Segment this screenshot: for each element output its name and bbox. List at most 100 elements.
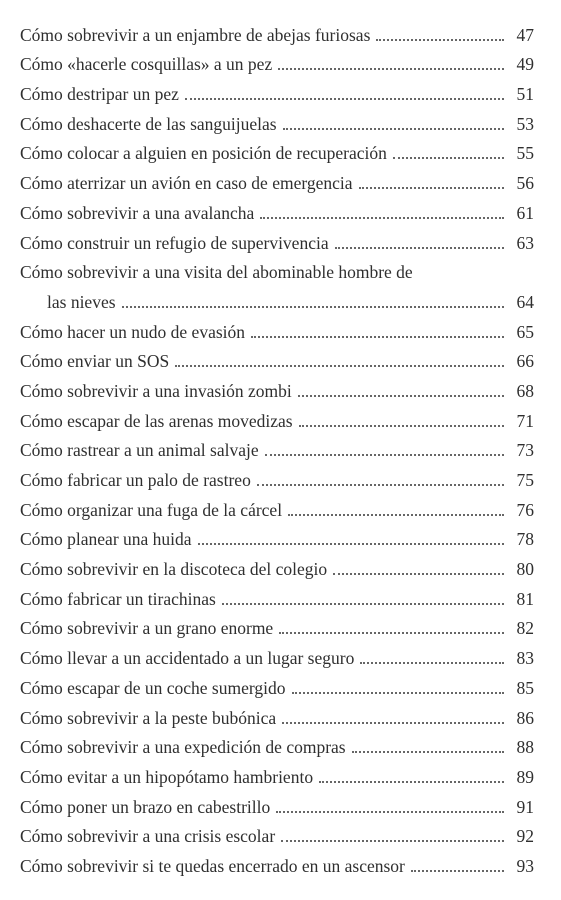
entry-title: Cómo destripar un pez: [20, 84, 179, 105]
page-number: 47: [516, 24, 535, 45]
entry-title: Cómo sobrevivir a una invasión zombi: [20, 380, 292, 401]
toc-line: Cómo fabricar un tirachinas 81: [20, 580, 534, 610]
page-number: 83: [516, 648, 535, 669]
dot-leader: [276, 810, 504, 813]
toc-line: Cómo fabricar un palo de rastreo 75: [20, 461, 534, 491]
dot-leader: [288, 513, 504, 516]
dot-leader: [282, 127, 504, 130]
entry-title: Cómo «hacerle cosquillas» a un pez: [20, 54, 273, 75]
page-number: 61: [516, 202, 535, 223]
dot-leader: [278, 68, 504, 71]
toc-line: Cómo sobrevivir si te quedas encerrado e…: [20, 847, 534, 877]
entry-title: Cómo sobrevivir a un enjambre de abejas …: [20, 24, 371, 45]
page-number: 86: [516, 707, 535, 728]
entry-title: Cómo sobrevivir a un grano enorme: [20, 618, 274, 639]
toc-line: Cómo enviar un SOS 66: [20, 343, 534, 373]
entry-title: Cómo escapar de las arenas movedizas: [20, 410, 293, 431]
page-number: 71: [516, 410, 535, 431]
dot-leader: [221, 602, 504, 605]
toc-line: Cómo organizar una fuga de la cárcel 76: [20, 491, 534, 521]
dot-leader: [291, 691, 504, 694]
entry-title: Cómo rastrear a un animal salvaje: [20, 440, 259, 461]
dot-leader: [282, 721, 504, 724]
page-number: 80: [516, 559, 535, 580]
page-number: 91: [516, 796, 535, 817]
page-number: 65: [516, 321, 535, 342]
toc-line: Cómo poner un brazo en cabestrillo 91: [20, 788, 534, 818]
page-number: 76: [516, 499, 535, 520]
entry-title: Cómo construir un refugio de supervivenc…: [20, 232, 329, 253]
dot-leader: [410, 869, 504, 872]
page-number: 63: [516, 232, 535, 253]
entry-title: Cómo llevar a un accidentado a un lugar …: [20, 648, 355, 669]
entry-title: Cómo sobrevivir a una avalancha: [20, 202, 255, 223]
dot-leader: [297, 394, 504, 397]
dot-leader: [256, 484, 504, 486]
toc-line: Cómo sobrevivir en la discoteca del cole…: [20, 550, 534, 580]
page-number: 78: [516, 529, 535, 550]
dot-leader: [279, 632, 504, 635]
entry-title: Cómo planear una huida: [20, 529, 192, 550]
toc-line: Cómo escapar de un coche sumergido 85: [20, 669, 534, 699]
toc-line: Cómo construir un refugio de supervivenc…: [20, 224, 534, 254]
toc-line: Cómo sobrevivir a una visita del abomina…: [20, 254, 534, 284]
page-number: 88: [516, 737, 535, 758]
toc-line: Cómo deshacerte de las sanguijuelas 53: [20, 105, 534, 135]
entry-title: las nieves: [47, 291, 116, 312]
dot-leader: [360, 662, 504, 665]
toc-line: Cómo colocar a alguien en posición de re…: [20, 135, 534, 165]
toc-line: Cómo hacer un nudo de evasión 65: [20, 313, 534, 343]
toc-line: Cómo sobrevivir a una avalancha 61: [20, 194, 534, 224]
toc-line: Cómo sobrevivir a la peste bubónica 86: [20, 699, 534, 729]
dot-leader: [184, 98, 504, 101]
page-number: 73: [516, 440, 535, 461]
page-number: 66: [516, 351, 535, 372]
dot-leader: [121, 305, 504, 308]
dot-leader: [264, 454, 504, 457]
dot-leader: [392, 157, 504, 160]
page-number: 68: [516, 380, 535, 401]
entry-title: Cómo sobrevivir a una expedición de comp…: [20, 737, 346, 758]
toc-line: Cómo sobrevivir a una crisis escolar 92: [20, 818, 534, 848]
entry-title: Cómo hacer un nudo de evasión: [20, 321, 246, 342]
page-number: 93: [516, 855, 535, 876]
toc-line: Cómo planear una huida 78: [20, 521, 534, 551]
page-number: 55: [516, 143, 535, 164]
entry-title: Cómo sobrevivir en la discoteca del cole…: [20, 559, 328, 580]
dot-leader: [333, 573, 504, 576]
entry-title: Cómo colocar a alguien en posición de re…: [20, 143, 387, 164]
page-number: 64: [516, 291, 535, 312]
page-number: 56: [516, 173, 535, 194]
toc-line: Cómo evitar a un hipopótamo hambriento 89: [20, 758, 534, 788]
toc-line: Cómo rastrear a un animal salvaje 73: [20, 432, 534, 462]
dot-leader: [319, 780, 504, 783]
dot-leader: [251, 335, 504, 338]
dot-leader: [197, 543, 504, 546]
entry-title: Cómo sobrevivir si te quedas encerrado e…: [20, 855, 405, 876]
entry-title: Cómo evitar a un hipopótamo hambriento: [20, 766, 314, 787]
entry-title: Cómo sobrevivir a la peste bubónica: [20, 707, 277, 728]
toc-line: Cómo aterrizar un avión en caso de emerg…: [20, 164, 534, 194]
entry-title: Cómo organizar una fuga de la cárcel: [20, 499, 283, 520]
toc-line: Cómo destripar un pez 51: [20, 75, 534, 105]
toc-line: Cómo «hacerle cosquillas» a un pez 49: [20, 46, 534, 76]
toc-line: Cómo sobrevivir a un grano enorme 82: [20, 610, 534, 640]
dot-leader: [334, 246, 504, 249]
entry-title: Cómo enviar un SOS: [20, 351, 170, 372]
toc-line: las nieves 64: [20, 283, 534, 313]
dot-leader: [358, 187, 504, 190]
entry-title: Cómo poner un brazo en cabestrillo: [20, 796, 271, 817]
entry-title: Cómo escapar de un coche sumergido: [20, 677, 286, 698]
page-number: 75: [516, 470, 535, 490]
dot-leader: [376, 38, 504, 41]
page-number: 49: [516, 54, 535, 75]
dot-leader: [298, 424, 504, 427]
entry-title: Cómo sobrevivir a una crisis escolar: [20, 826, 276, 847]
page-number: 82: [516, 618, 535, 639]
page-number: 89: [516, 766, 535, 787]
toc-line: Cómo sobrevivir a un enjambre de abejas …: [20, 16, 534, 46]
page-number: 53: [516, 113, 535, 134]
page-number: 85: [516, 677, 535, 698]
entry-title: Cómo sobrevivir a una visita del abomina…: [20, 262, 413, 283]
